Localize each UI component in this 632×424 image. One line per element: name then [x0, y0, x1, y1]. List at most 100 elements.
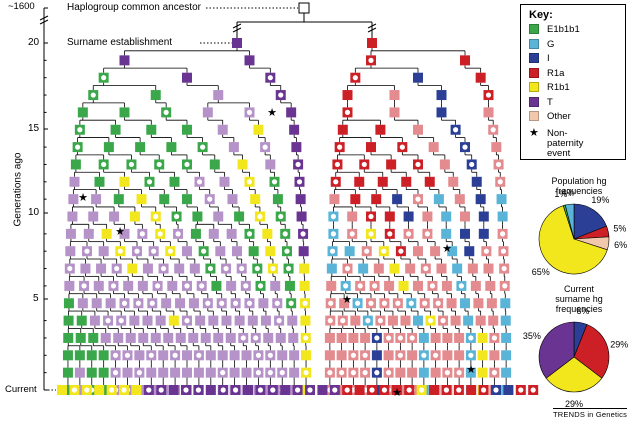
pedigree-node-marker: [288, 300, 294, 306]
pedigree-node: [150, 90, 161, 101]
pedigree-node-marker: [491, 335, 497, 341]
pedigree-node-marker: [453, 127, 459, 133]
pedigree-node-marker: [195, 387, 201, 393]
pedigree-node: [454, 350, 465, 361]
pedigree-node: [232, 38, 242, 48]
pedigree-node: [113, 332, 124, 343]
pedigree-node: [67, 211, 78, 222]
pedigree-node: [146, 124, 157, 135]
pie1-title-line1: Population hg: [551, 176, 607, 186]
pedigree-node-marker: [267, 370, 273, 376]
pedigree-node: [348, 332, 359, 343]
pedigree-node: [63, 298, 74, 309]
pedigree-node: [262, 228, 273, 239]
pedigree-node-marker: [219, 300, 225, 306]
pie1-slice: [538, 205, 608, 275]
pie2-slice-label: 29%: [565, 399, 583, 409]
pedigree-node-marker: [381, 300, 388, 306]
pedigree-node: [475, 194, 486, 205]
pedigree-node: [387, 315, 398, 326]
pedigree-node: [389, 263, 400, 274]
pedigree-node: [441, 280, 452, 291]
pedigree-node: [76, 315, 87, 326]
pedigree-node-marker: [151, 248, 157, 254]
key-swatch: [529, 53, 539, 63]
pedigree-node: [401, 176, 412, 187]
pedigree-node: [489, 350, 500, 361]
pedigree-node: [503, 385, 514, 395]
pedigree-node-marker: [105, 318, 111, 324]
non-paternity-star-icon: ★: [115, 225, 125, 238]
pedigree-node: [454, 332, 465, 343]
pedigree-node: [288, 332, 299, 343]
pedigree-node-marker: [267, 75, 273, 81]
pedigree-node-marker: [339, 370, 345, 376]
pedigree-node: [299, 280, 310, 291]
pie2-title: Current surname hg frequencies: [534, 284, 624, 314]
pedigree-node-marker: [220, 387, 226, 393]
pedigree-node: [413, 280, 423, 291]
pedigree-node-marker: [253, 335, 259, 341]
pedigree-node-marker: [112, 352, 119, 358]
pedigree-node-marker: [468, 352, 474, 358]
pedigree-node-marker: [303, 370, 309, 376]
pedigree-node-marker: [199, 283, 205, 289]
pedigree-node: [62, 350, 73, 361]
pedigree-node: [64, 280, 75, 291]
pedigree-node: [477, 350, 488, 361]
pedigree-node: [326, 263, 337, 274]
pedigree-node-marker: [114, 265, 120, 272]
pedigree-node-marker: [328, 300, 334, 306]
pedigree-node-marker: [327, 370, 333, 376]
pedigree-node-marker: [153, 213, 159, 220]
pedigree-node: [110, 124, 121, 135]
pedigree-node: [298, 246, 309, 257]
pie2-slice-label: 6%: [576, 306, 589, 316]
pedigree-node: [299, 263, 310, 274]
pedigree-node: [326, 280, 337, 291]
pedigree-node: [175, 298, 186, 309]
pedigree-node: [219, 176, 230, 187]
pedigree-node-marker: [433, 352, 439, 358]
pedigree-node-marker: [101, 161, 107, 168]
key-title: Key:: [529, 9, 553, 21]
pedigree-node: [215, 246, 226, 257]
pedigree-node-marker: [409, 335, 415, 341]
pedigree-node-marker: [415, 161, 421, 168]
pedigree-node: [129, 211, 140, 222]
pedigree-node: [232, 246, 242, 257]
pedigree-node: [500, 315, 511, 326]
pedigree-node: [477, 367, 488, 378]
pedigree-node: [188, 298, 199, 309]
surname-establishment-label: Surname establishment: [67, 37, 173, 48]
pedigree-node-marker: [368, 57, 374, 63]
pedigree-node-marker: [469, 161, 475, 168]
pedigree-node-marker: [530, 387, 536, 393]
key-label: R1a: [547, 67, 565, 79]
pedigree-node: [182, 367, 192, 378]
pie1-slice-label: 6%: [614, 240, 627, 250]
pedigree-node: [174, 263, 185, 274]
pedigree-node-marker: [330, 213, 336, 220]
pedigree-node: [265, 246, 276, 257]
pedigree-node: [142, 263, 153, 274]
pedigree-node-marker: [422, 300, 428, 306]
pedigree-node-marker: [333, 179, 339, 185]
pedigree-node: [501, 332, 512, 343]
pedigree-node: [413, 246, 423, 257]
pedigree-node-marker: [429, 283, 436, 289]
pedigree-node-marker: [362, 370, 368, 376]
tick-label-15: 15: [28, 123, 40, 134]
pedigree-node: [158, 350, 169, 361]
pedigree-node-marker: [374, 335, 380, 341]
non-paternity-star-icon: ★: [392, 386, 402, 399]
pie1-slice-label: 1%: [554, 189, 567, 199]
pedigree-node: [350, 194, 361, 205]
pedigree-node: [336, 385, 347, 395]
pedigree-node: [226, 228, 237, 239]
pedigree-node: [150, 332, 161, 343]
pedigree-node-marker: [302, 300, 308, 306]
pedigree-node-marker: [149, 300, 155, 306]
pedigree-node: [483, 107, 494, 118]
pedigree-node-marker: [121, 300, 128, 306]
